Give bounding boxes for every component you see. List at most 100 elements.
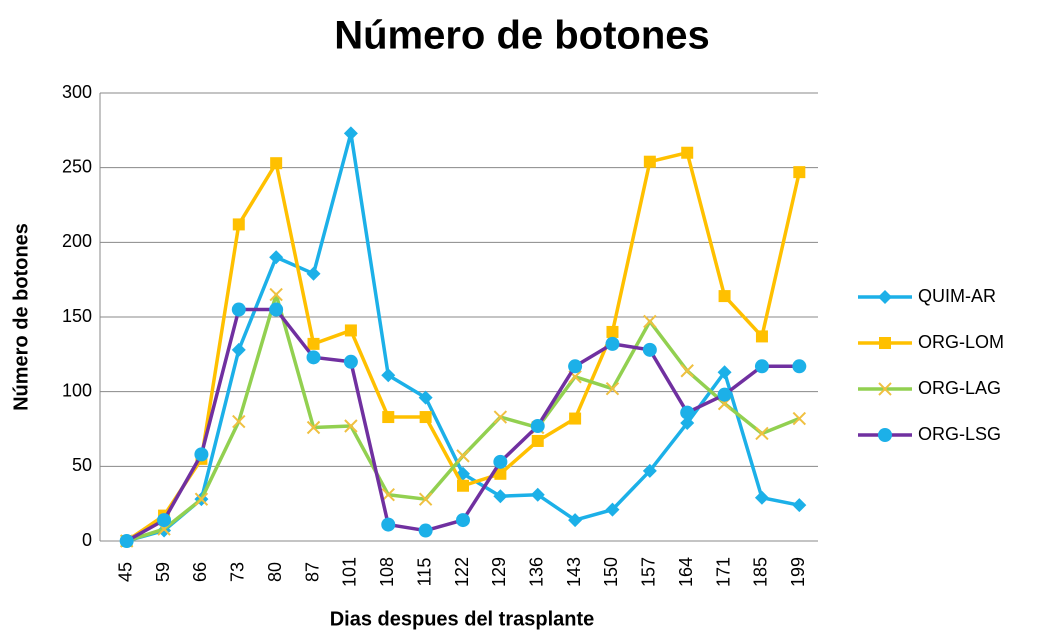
data-point (344, 419, 358, 433)
data-point (718, 290, 731, 303)
data-point (755, 330, 768, 343)
data-point (306, 420, 321, 435)
legend-marker (878, 290, 892, 304)
data-point (717, 387, 732, 402)
data-point (307, 337, 320, 350)
x-tick-label: 199 (788, 557, 808, 587)
legend-label: ORG-LSG (918, 424, 1001, 444)
data-point (194, 447, 209, 462)
x-tick-label: 87 (302, 562, 322, 582)
data-point (755, 426, 769, 441)
x-tick-label: 164 (676, 557, 696, 587)
data-point (717, 365, 732, 380)
x-tick-label: 80 (265, 562, 285, 582)
data-point (418, 492, 433, 506)
data-point (306, 266, 321, 281)
data-point (568, 359, 583, 374)
data-point (606, 325, 619, 338)
data-point (419, 411, 432, 424)
legend-label: QUIM-AR (918, 286, 996, 306)
series-line (126, 292, 800, 543)
chart-title: Número de botones (334, 14, 710, 58)
data-point (605, 336, 620, 351)
data-point (343, 126, 358, 141)
data-point (754, 490, 769, 505)
data-point (605, 381, 620, 396)
x-tick-label: 136 (526, 557, 546, 587)
data-point (680, 364, 694, 378)
y-tick-label: 150 (62, 306, 92, 326)
legend-label: ORG-LOM (918, 332, 1004, 352)
data-point (642, 463, 657, 478)
x-tick-label: 157 (639, 557, 659, 587)
data-point (418, 523, 433, 538)
data-point (494, 467, 507, 480)
data-point (792, 359, 807, 374)
data-point (231, 342, 246, 357)
data-point (269, 302, 284, 317)
data-point (530, 487, 545, 502)
x-tick-label: 143 (564, 557, 584, 587)
data-point (569, 412, 582, 425)
data-point (194, 492, 209, 506)
data-point (381, 487, 395, 502)
x-tick-label: 45 (115, 562, 135, 582)
data-point (381, 517, 396, 532)
data-point (343, 354, 358, 369)
data-point (643, 314, 657, 329)
data-point (642, 342, 657, 357)
data-point (381, 368, 396, 383)
y-tick-label: 100 (62, 380, 92, 400)
data-point (493, 489, 508, 504)
data-point (456, 449, 470, 463)
y-tick-label: 0 (82, 530, 92, 550)
legend-marker (878, 382, 892, 396)
data-point (306, 350, 321, 365)
y-axis-title: Número de botones (10, 223, 32, 411)
series-line (125, 307, 800, 543)
data-point (568, 513, 583, 528)
data-point (270, 157, 283, 170)
x-tick-label: 59 (153, 562, 173, 582)
data-point (754, 359, 769, 374)
data-point (269, 287, 283, 302)
data-point (493, 454, 508, 469)
x-tick-label: 171 (713, 557, 733, 587)
x-tick-label: 73 (228, 562, 248, 582)
y-tick-label: 200 (62, 231, 92, 251)
data-point (457, 479, 469, 492)
y-tick-label: 50 (72, 455, 92, 475)
x-tick-label: 101 (340, 557, 360, 587)
data-point (643, 155, 656, 168)
data-point (232, 414, 246, 429)
data-point (792, 411, 807, 426)
y-tick-label: 300 (62, 82, 92, 102)
data-point (792, 498, 807, 513)
x-axis-title: Dias despues del trasplante (330, 608, 595, 630)
data-point (344, 324, 357, 337)
y-tick-label: 250 (62, 156, 92, 176)
x-tick-label: 150 (601, 557, 621, 587)
data-point (531, 434, 544, 447)
legend-marker (879, 337, 891, 349)
data-point (456, 513, 470, 528)
data-point (232, 218, 245, 231)
legend-marker (878, 428, 892, 442)
data-point (269, 250, 284, 265)
data-point (680, 405, 695, 420)
data-point (681, 146, 694, 159)
data-point (157, 513, 172, 528)
x-tick-label: 66 (190, 562, 210, 582)
data-point (231, 302, 246, 317)
x-tick-label: 122 (452, 557, 472, 587)
x-tick-label: 108 (377, 557, 397, 587)
data-point (493, 410, 508, 424)
x-tick-label: 115 (414, 558, 434, 587)
data-point (382, 411, 395, 424)
data-point (530, 419, 545, 434)
data-point (680, 416, 695, 431)
data-point (793, 166, 806, 179)
legend-label: ORG-LAG (918, 378, 1001, 398)
x-tick-label: 129 (489, 557, 509, 587)
